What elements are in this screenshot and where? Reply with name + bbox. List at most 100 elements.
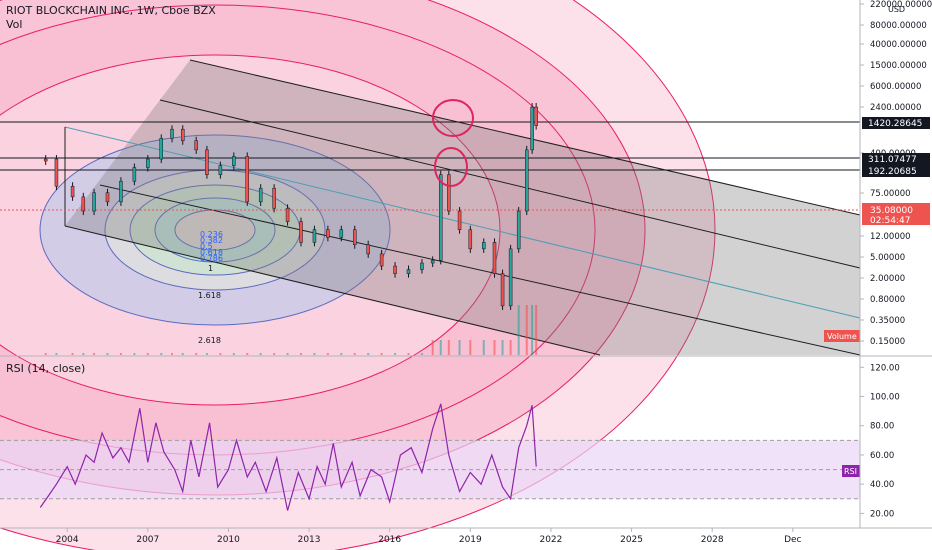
time-axis[interactable]: 2004 2007 2010 2013 2016 2019 2022 2025 2028 Dec [56, 528, 802, 545]
fib-circles [0, 0, 716, 550]
volume-bar [195, 353, 198, 355]
fib-level-label: 0.5 [200, 242, 213, 251]
volume-bar [509, 340, 512, 355]
time-tick-label: 2028 [701, 535, 724, 545]
candle-body [54, 158, 59, 187]
candle-body [500, 273, 505, 307]
candle-body [218, 165, 223, 175]
candle-body [170, 128, 174, 139]
chart-title[interactable]: RIOT BLOCKCHAIN INC, 1W, Cboe BZX [6, 4, 216, 17]
target-circle-upper [432, 99, 474, 137]
fib-level-label: 0.786 [200, 254, 223, 263]
volume-bar [313, 353, 316, 355]
volume-bar [482, 340, 485, 355]
candle-body [159, 138, 163, 160]
volume-bar [286, 353, 289, 355]
circle-markers [432, 99, 474, 187]
time-tick-label: 2019 [459, 535, 482, 545]
volume-bar [531, 305, 534, 355]
volume-bar [517, 305, 520, 355]
price-tick-label: 2400.00000 [870, 103, 921, 113]
rsi-tick-label: 80.00 [870, 422, 894, 432]
candle-body [43, 158, 48, 162]
price-tick-label: 0.15000 [870, 337, 905, 347]
channel-line [159, 99, 861, 269]
candle-body [530, 106, 534, 151]
volume-bar [535, 305, 538, 355]
level-badge [862, 153, 930, 165]
channel-line [99, 184, 861, 356]
level-badge-text: 192.20685 [868, 167, 917, 177]
time-tick-label: 2022 [539, 535, 562, 545]
volume-badge-text: Volume [827, 332, 857, 341]
candle-body [258, 187, 263, 203]
fib-level-label: 2.618 [198, 336, 221, 345]
candle-body [525, 149, 529, 212]
volume-label[interactable]: Vol [6, 18, 23, 31]
candle-body [353, 229, 357, 245]
candle-body [468, 229, 473, 250]
candle-body [420, 262, 424, 270]
countdown-text: 02:54:47 [870, 216, 910, 226]
price-tick-label: 80000.00000 [870, 21, 927, 31]
candle-body [534, 106, 538, 126]
channel-line [189, 59, 861, 216]
candle-body [482, 242, 486, 250]
rsi-badge-text: RSI [844, 467, 857, 476]
volume-bar [353, 353, 356, 355]
candle-body [205, 149, 209, 175]
volume-bar [160, 353, 163, 355]
volume-bar [367, 353, 370, 355]
volume-bar [394, 353, 397, 355]
candle-body [439, 174, 443, 261]
candle-body [379, 253, 384, 267]
price-tick-label: 75.00000 [870, 189, 911, 199]
fib-level-label: 0.382 [200, 236, 223, 245]
candle-body [181, 128, 185, 141]
price-axis[interactable]: 220000.00000 80000.00000 40000.00000 15000.… [824, 0, 932, 347]
candle-body [232, 156, 236, 166]
volume-bar [340, 353, 343, 355]
volume-bar [181, 353, 184, 355]
volume-bar [205, 353, 208, 355]
fib-level-label: 1.618 [198, 291, 221, 300]
price-axis-bg [860, 0, 932, 528]
rsi-badge [842, 465, 860, 477]
volume-bar [106, 353, 109, 355]
price-tick-label: 15000.00000 [870, 61, 927, 71]
candle-body [508, 248, 513, 307]
horizontal-levels [0, 121, 860, 211]
candle-body [299, 221, 303, 243]
candle-body [312, 229, 317, 243]
candle-body [326, 229, 330, 238]
time-tick-label: Dec [784, 535, 801, 545]
rsi-pane [0, 403, 860, 511]
candle-body [393, 265, 397, 274]
candle-body [119, 180, 123, 203]
volume-bar [44, 353, 47, 355]
volume-bar [407, 353, 410, 355]
volume-bar [420, 353, 423, 355]
rsi-tick-label: 20.00 [870, 509, 894, 519]
rsi-tick-label: 100.00 [870, 393, 900, 403]
volume-bar [93, 353, 96, 355]
target-circle-lower [434, 147, 468, 187]
candle-body [194, 140, 198, 151]
rsi-axis[interactable]: 120.00 100.00 80.00 60.00 40.00 20.00 RSI [842, 363, 900, 519]
volume-bar [447, 340, 450, 355]
volume-bar [300, 353, 302, 355]
volume-bar [82, 353, 85, 355]
trend-line [64, 126, 861, 319]
time-tick-label: 2016 [378, 535, 401, 545]
channel-fill [65, 60, 860, 355]
time-tick-label: 2025 [620, 535, 643, 545]
candle-body [272, 187, 276, 209]
volume-bars [44, 305, 538, 355]
channel-line [64, 225, 601, 356]
rsi-label[interactable]: RSI (14, close) [6, 362, 86, 375]
candle-body [457, 210, 462, 230]
volume-bar [232, 353, 235, 355]
